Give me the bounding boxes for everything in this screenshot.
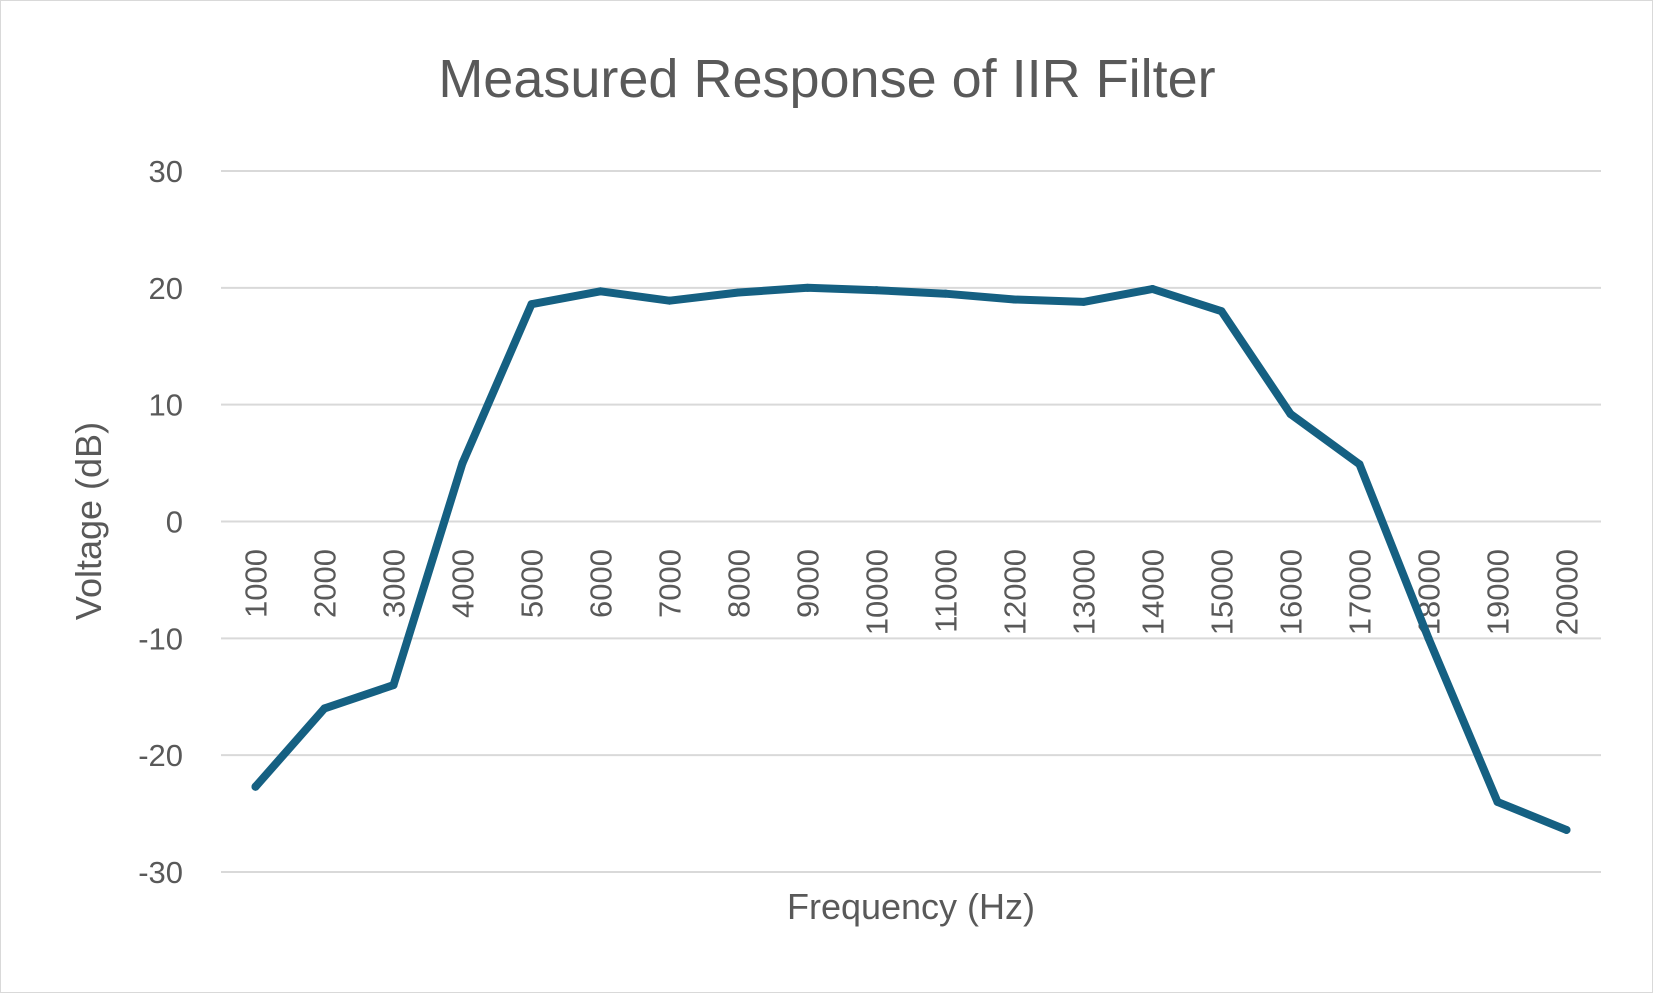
- data-point: [527, 300, 536, 309]
- gridlines: [221, 170, 1601, 873]
- data-point: [251, 782, 260, 791]
- y-tick-label: -30: [138, 855, 183, 890]
- y-tick-label: -20: [138, 738, 183, 773]
- data-point: [1148, 285, 1157, 294]
- data-point: [596, 287, 605, 296]
- data-point: [320, 704, 329, 713]
- x-tick-label: 19000: [1481, 549, 1516, 635]
- data-point: [734, 288, 743, 297]
- x-tick-label: 11000: [929, 549, 964, 633]
- x-tick-label: 3000: [377, 549, 412, 618]
- data-point: [803, 283, 812, 292]
- y-axis-title: Voltage (dB): [68, 422, 109, 620]
- data-point: [941, 289, 950, 298]
- y-tick-label: 10: [149, 388, 183, 423]
- data-point: [1493, 797, 1502, 806]
- x-tick-label: 9000: [791, 549, 826, 618]
- x-tick-label: 13000: [1067, 549, 1102, 635]
- y-tick-label: -10: [138, 621, 183, 656]
- y-axis-tick-labels: 30 20 10 0 -10 -20 -30: [138, 154, 183, 890]
- data-point: [1079, 297, 1088, 306]
- data-point: [389, 681, 398, 690]
- x-tick-label: 2000: [308, 549, 343, 618]
- series-line-0: [251, 283, 1571, 834]
- x-tick-label: 18000: [1412, 549, 1447, 635]
- y-tick-label: 0: [166, 505, 183, 540]
- data-point: [1217, 307, 1226, 316]
- x-tick-label: 16000: [1274, 549, 1309, 635]
- x-tick-label: 4000: [446, 549, 481, 618]
- data-point: [1010, 295, 1019, 304]
- x-tick-label: 15000: [1205, 549, 1240, 635]
- x-tick-label: 6000: [584, 549, 619, 618]
- data-point: [665, 296, 674, 305]
- chart-title: Measured Response of IIR Filter: [438, 49, 1215, 109]
- x-axis-title: Frequency (Hz): [787, 886, 1035, 927]
- x-tick-label: 7000: [653, 549, 688, 618]
- y-tick-label: 30: [149, 154, 183, 189]
- x-tick-label: 1000: [239, 549, 274, 618]
- y-tick-label: 20: [149, 271, 183, 306]
- x-tick-label: 17000: [1343, 549, 1378, 635]
- data-point: [1424, 634, 1433, 643]
- data-point: [458, 459, 467, 468]
- x-tick-label: 5000: [515, 549, 550, 618]
- data-point: [872, 286, 881, 295]
- data-point: [1286, 410, 1295, 419]
- data-point: [1355, 460, 1364, 469]
- x-tick-label: 8000: [722, 549, 757, 618]
- x-tick-label: 14000: [1136, 549, 1171, 635]
- x-axis-tick-labels: 1000 2000 3000 4000 5000 6000 7000 8000 9000 1000…: [239, 549, 1585, 635]
- x-tick-label: 10000: [860, 549, 895, 635]
- x-tick-label: 20000: [1550, 549, 1585, 635]
- x-tick-label: 12000: [998, 549, 1033, 635]
- data-point: [1562, 825, 1571, 834]
- series-layer: [251, 283, 1571, 834]
